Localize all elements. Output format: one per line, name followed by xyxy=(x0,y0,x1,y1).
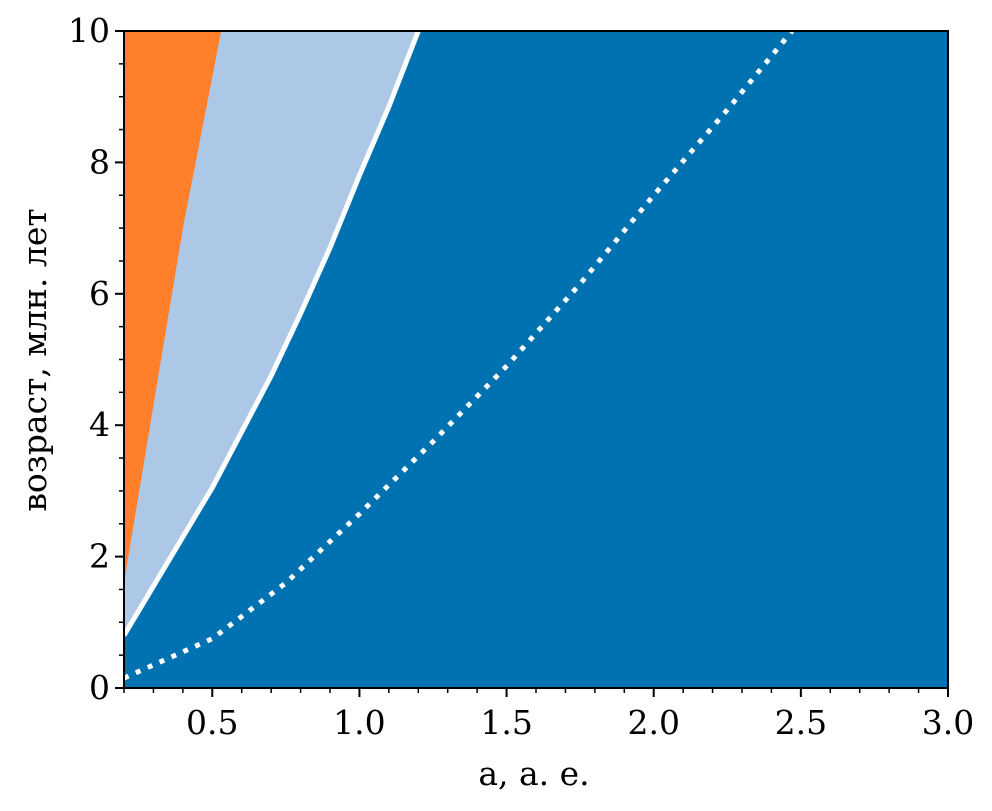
axes: 0.5 1.0 1.5 2.0 2.5 3.0 0 2 4 6 8 10 xyxy=(68,11,974,742)
x-tick-label: 1.5 xyxy=(480,703,532,742)
y-tick-label: 10 xyxy=(68,11,110,50)
light-region xyxy=(124,31,419,636)
plot-area xyxy=(121,29,948,688)
x-tick-label: 0.5 xyxy=(186,703,238,742)
y-tick-label: 4 xyxy=(89,405,110,444)
x-axis-title: a, а. е. xyxy=(478,754,589,793)
y-tick-label: 0 xyxy=(89,668,110,707)
x-tick-label: 2.0 xyxy=(627,703,679,742)
solid-curve xyxy=(121,30,421,637)
y-axis-title: возраст, млн. лет xyxy=(15,208,54,511)
orange-region xyxy=(124,31,222,583)
x-tick-label: 3.0 xyxy=(922,703,974,742)
dotted-curve xyxy=(122,29,794,681)
x-tick-label: 2.5 xyxy=(775,703,827,742)
y-tick-label: 6 xyxy=(89,274,110,313)
x-tick-label: 1.0 xyxy=(333,703,385,742)
y-tick-label: 2 xyxy=(89,537,110,576)
y-tick-label: 8 xyxy=(89,142,110,181)
